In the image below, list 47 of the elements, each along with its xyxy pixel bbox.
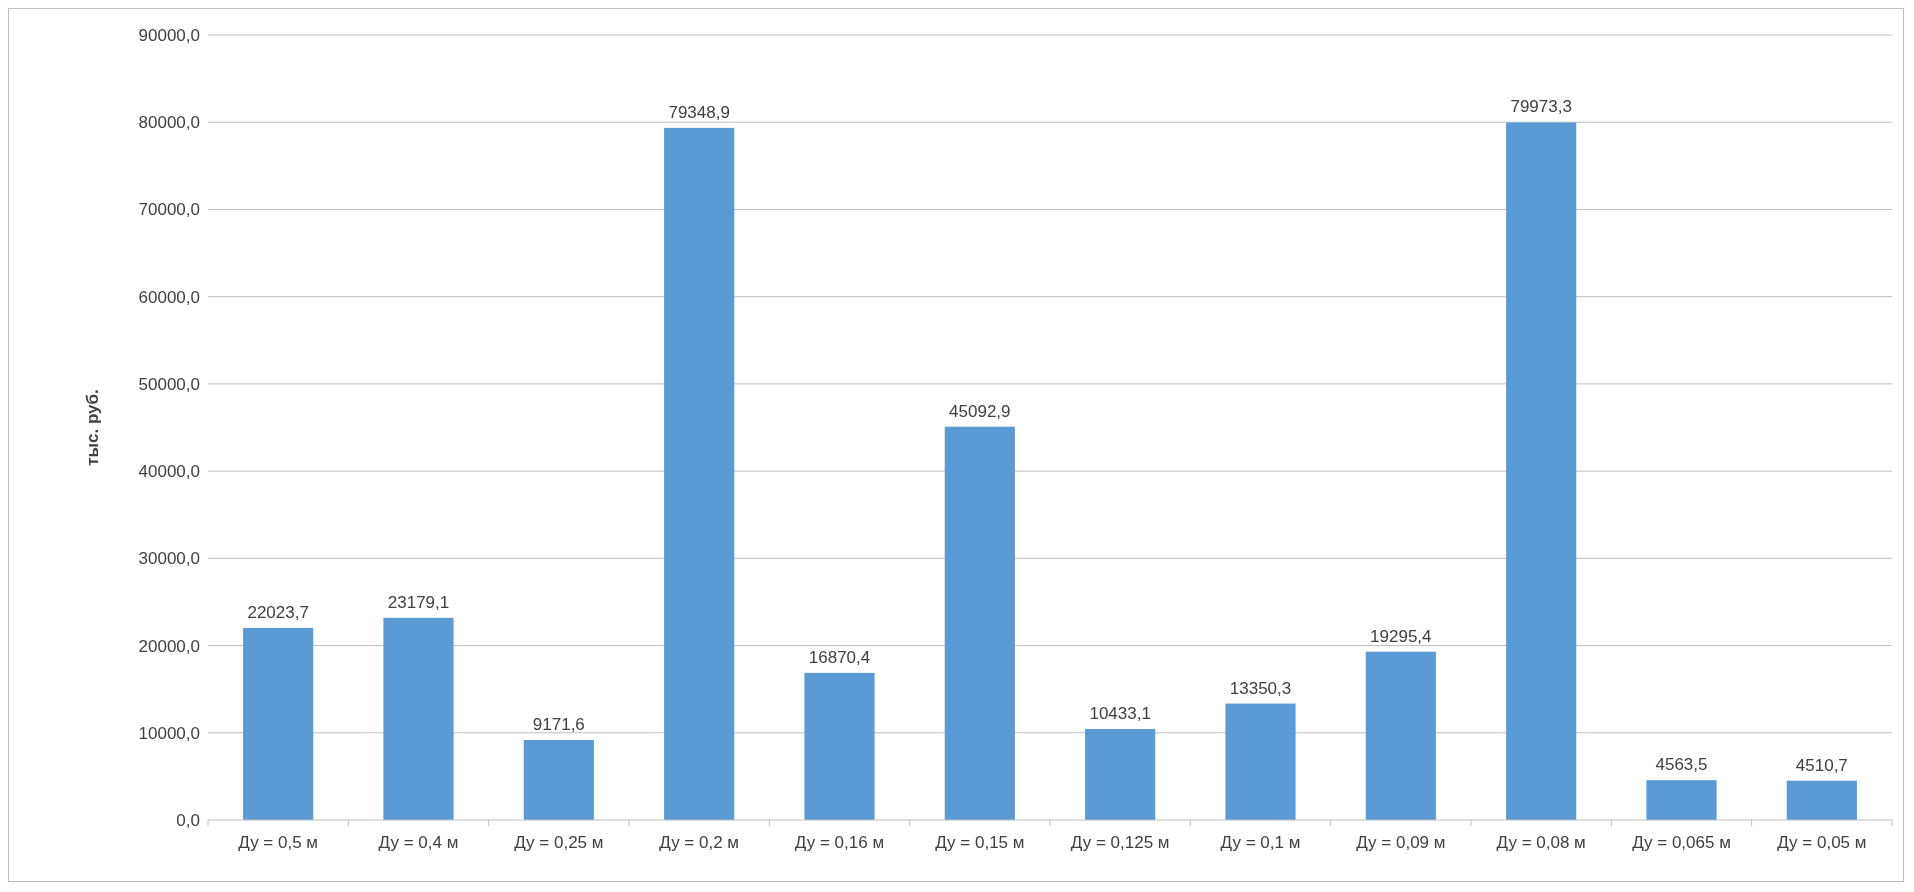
data-label: 4510,7 xyxy=(1795,755,1848,775)
data-label: 79973,3 xyxy=(1510,97,1572,117)
bar xyxy=(804,672,875,820)
bar xyxy=(383,617,454,820)
y-tick-label: 50000,0 xyxy=(138,374,200,394)
x-tick-label: Ду = 0,05 м xyxy=(1777,833,1867,852)
data-label: 45092,9 xyxy=(949,401,1011,421)
x-tick-label: Ду = 0,065 м xyxy=(1632,833,1731,852)
y-tick-label: 90000,0 xyxy=(138,25,200,45)
data-label: 19295,4 xyxy=(1370,626,1432,646)
x-tick-label: Ду = 0,16 м xyxy=(794,833,885,852)
x-tick-label: Ду = 0,5 м xyxy=(238,833,319,852)
x-tick-label: Ду = 0,08 м xyxy=(1496,833,1586,852)
bar xyxy=(243,627,314,820)
bar xyxy=(1365,651,1436,820)
bar xyxy=(523,740,594,820)
x-tick-label: Ду = 0,125 м xyxy=(1070,833,1170,852)
y-tick-label: 70000,0 xyxy=(138,200,200,220)
bar xyxy=(944,426,1015,820)
y-tick-label: 30000,0 xyxy=(138,549,200,569)
x-tick-label: Ду = 0,1 м xyxy=(1220,833,1301,852)
bar xyxy=(1085,729,1156,820)
data-label: 79348,9 xyxy=(668,102,730,122)
y-tick-label: 80000,0 xyxy=(138,113,200,133)
y-tick-label: 0,0 xyxy=(176,810,200,830)
y-tick-label: 20000,0 xyxy=(138,636,200,656)
bar xyxy=(1646,780,1717,820)
bar xyxy=(1225,703,1296,820)
y-tick-label: 40000,0 xyxy=(138,462,200,482)
data-label: 23179,1 xyxy=(387,592,450,612)
bar xyxy=(1786,780,1857,820)
x-tick-label: Ду = 0,15 м xyxy=(935,833,1025,852)
x-tick-label: Ду = 0,2 м xyxy=(659,833,740,852)
data-label: 4563,5 xyxy=(1655,755,1708,775)
data-label: 9171,6 xyxy=(532,715,585,734)
bar xyxy=(664,127,735,820)
y-axis-title: тыс. руб. xyxy=(83,389,102,466)
y-tick-label: 60000,0 xyxy=(138,287,200,307)
data-label: 10433,1 xyxy=(1089,704,1151,723)
y-tick-label: 10000,0 xyxy=(138,723,200,743)
x-tick-label: Ду = 0,09 м xyxy=(1356,833,1446,852)
bar xyxy=(1506,122,1577,820)
x-tick-label: Ду = 0,25 м xyxy=(514,833,604,852)
data-label: 16870,4 xyxy=(808,647,871,667)
data-label: 13350,3 xyxy=(1229,678,1292,698)
x-tick-label: Ду = 0,4 м xyxy=(378,833,459,852)
data-label: 22023,7 xyxy=(247,602,309,622)
